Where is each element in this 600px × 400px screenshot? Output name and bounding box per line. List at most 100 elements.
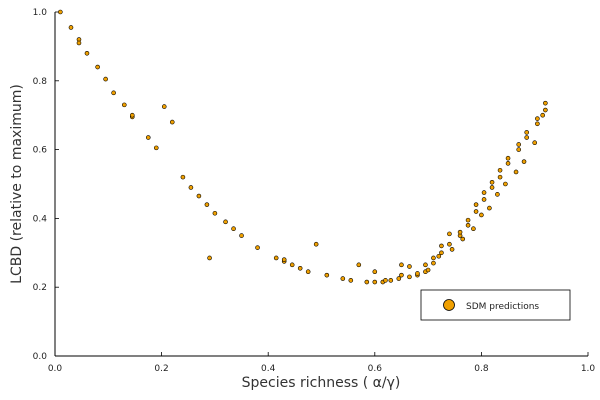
axes (54, 12, 588, 357)
data-point (460, 236, 466, 242)
y-axis-label: LCBD (relative to maximum) (9, 84, 25, 284)
legend-label: SDM predictions (466, 302, 539, 312)
data-point (388, 278, 394, 283)
data-point (540, 112, 545, 118)
data-point (399, 262, 404, 268)
data-point (436, 253, 442, 259)
data-point (425, 267, 431, 273)
data-point (76, 40, 82, 46)
data-point (489, 179, 495, 185)
data-point (407, 264, 412, 269)
data-point (239, 233, 244, 238)
data-point (532, 140, 538, 146)
x-tick-label: 1.0 (581, 364, 596, 374)
data-point (281, 257, 287, 262)
data-point (103, 76, 108, 82)
data-point (431, 260, 436, 266)
data-point (505, 155, 511, 161)
x-tick-label: 0.2 (154, 364, 168, 374)
data-point (129, 112, 135, 118)
x-tick-label: 0.0 (48, 364, 63, 374)
x-tick-label: 0.6 (368, 364, 383, 374)
data-point (503, 181, 508, 187)
data-point (204, 202, 210, 207)
data-point (58, 9, 63, 15)
data-point (153, 145, 159, 151)
y-tick-label: 0.8 (33, 77, 48, 87)
data-point (513, 169, 519, 175)
data-point (68, 25, 74, 30)
y-tick-label: 0.6 (33, 146, 48, 156)
data-point (95, 64, 100, 70)
data-point (439, 243, 444, 249)
data-point (207, 255, 212, 261)
data-point (273, 255, 279, 261)
data-point (111, 90, 116, 96)
data-point (145, 135, 151, 140)
ticks: 0.0 0.2 0.4 0.6 0.8 1.0 0.0 0.2 0.4 0.6 0.8 1.0 (33, 8, 596, 374)
data-point (465, 217, 471, 223)
data-point (447, 241, 452, 247)
data-point (481, 197, 487, 202)
data-point (372, 269, 378, 275)
data-point (364, 279, 370, 285)
data-point (324, 272, 330, 278)
legend: SDM predictions (420, 289, 571, 321)
data-point (505, 161, 511, 166)
data-point (396, 276, 402, 281)
data-point (383, 278, 388, 283)
data-point (289, 262, 295, 268)
data-point (196, 193, 202, 199)
y-tick-label: 0.2 (33, 283, 47, 293)
data-point (521, 159, 527, 164)
data-point (489, 185, 495, 190)
data-point (305, 269, 311, 275)
data-point (161, 104, 167, 109)
data-point (543, 107, 548, 113)
data-point (231, 226, 236, 232)
data-point (423, 262, 428, 268)
data-point (479, 212, 484, 218)
x-tick-label: 0.4 (261, 364, 276, 374)
data-point (439, 250, 444, 256)
data-point (481, 190, 487, 195)
data-point (399, 272, 404, 278)
data-point (180, 174, 186, 180)
x-tick-label: 0.8 (474, 364, 489, 374)
data-point (415, 271, 420, 276)
data-point (516, 142, 522, 147)
data-point (188, 185, 194, 190)
data-point (516, 147, 522, 152)
data-point (497, 167, 503, 173)
data-point (471, 226, 476, 232)
data-point (535, 121, 540, 127)
data-point (348, 278, 354, 283)
data-point (121, 102, 127, 108)
data-point (447, 231, 452, 237)
data-point (255, 245, 260, 250)
data-point (497, 174, 503, 180)
y-tick-label: 0.0 (33, 352, 48, 362)
data-point (495, 192, 500, 197)
data-point (313, 241, 319, 247)
data-point (212, 210, 218, 216)
data-point (457, 229, 463, 235)
data-point (543, 100, 548, 106)
data-point (535, 116, 540, 121)
legend-marker (443, 299, 455, 311)
data-point (372, 279, 378, 285)
data-point (356, 262, 362, 268)
data-point (340, 276, 346, 281)
data-point (524, 135, 530, 140)
x-axis-label: Species richness ( α/γ) (242, 375, 401, 391)
data-point (524, 130, 530, 135)
data-points (58, 9, 548, 285)
data-point (297, 265, 303, 271)
data-point (169, 119, 175, 125)
data-point (223, 219, 228, 225)
data-point (473, 202, 479, 207)
y-tick-label: 1.0 (33, 8, 48, 18)
y-tick-label: 0.4 (33, 214, 48, 224)
